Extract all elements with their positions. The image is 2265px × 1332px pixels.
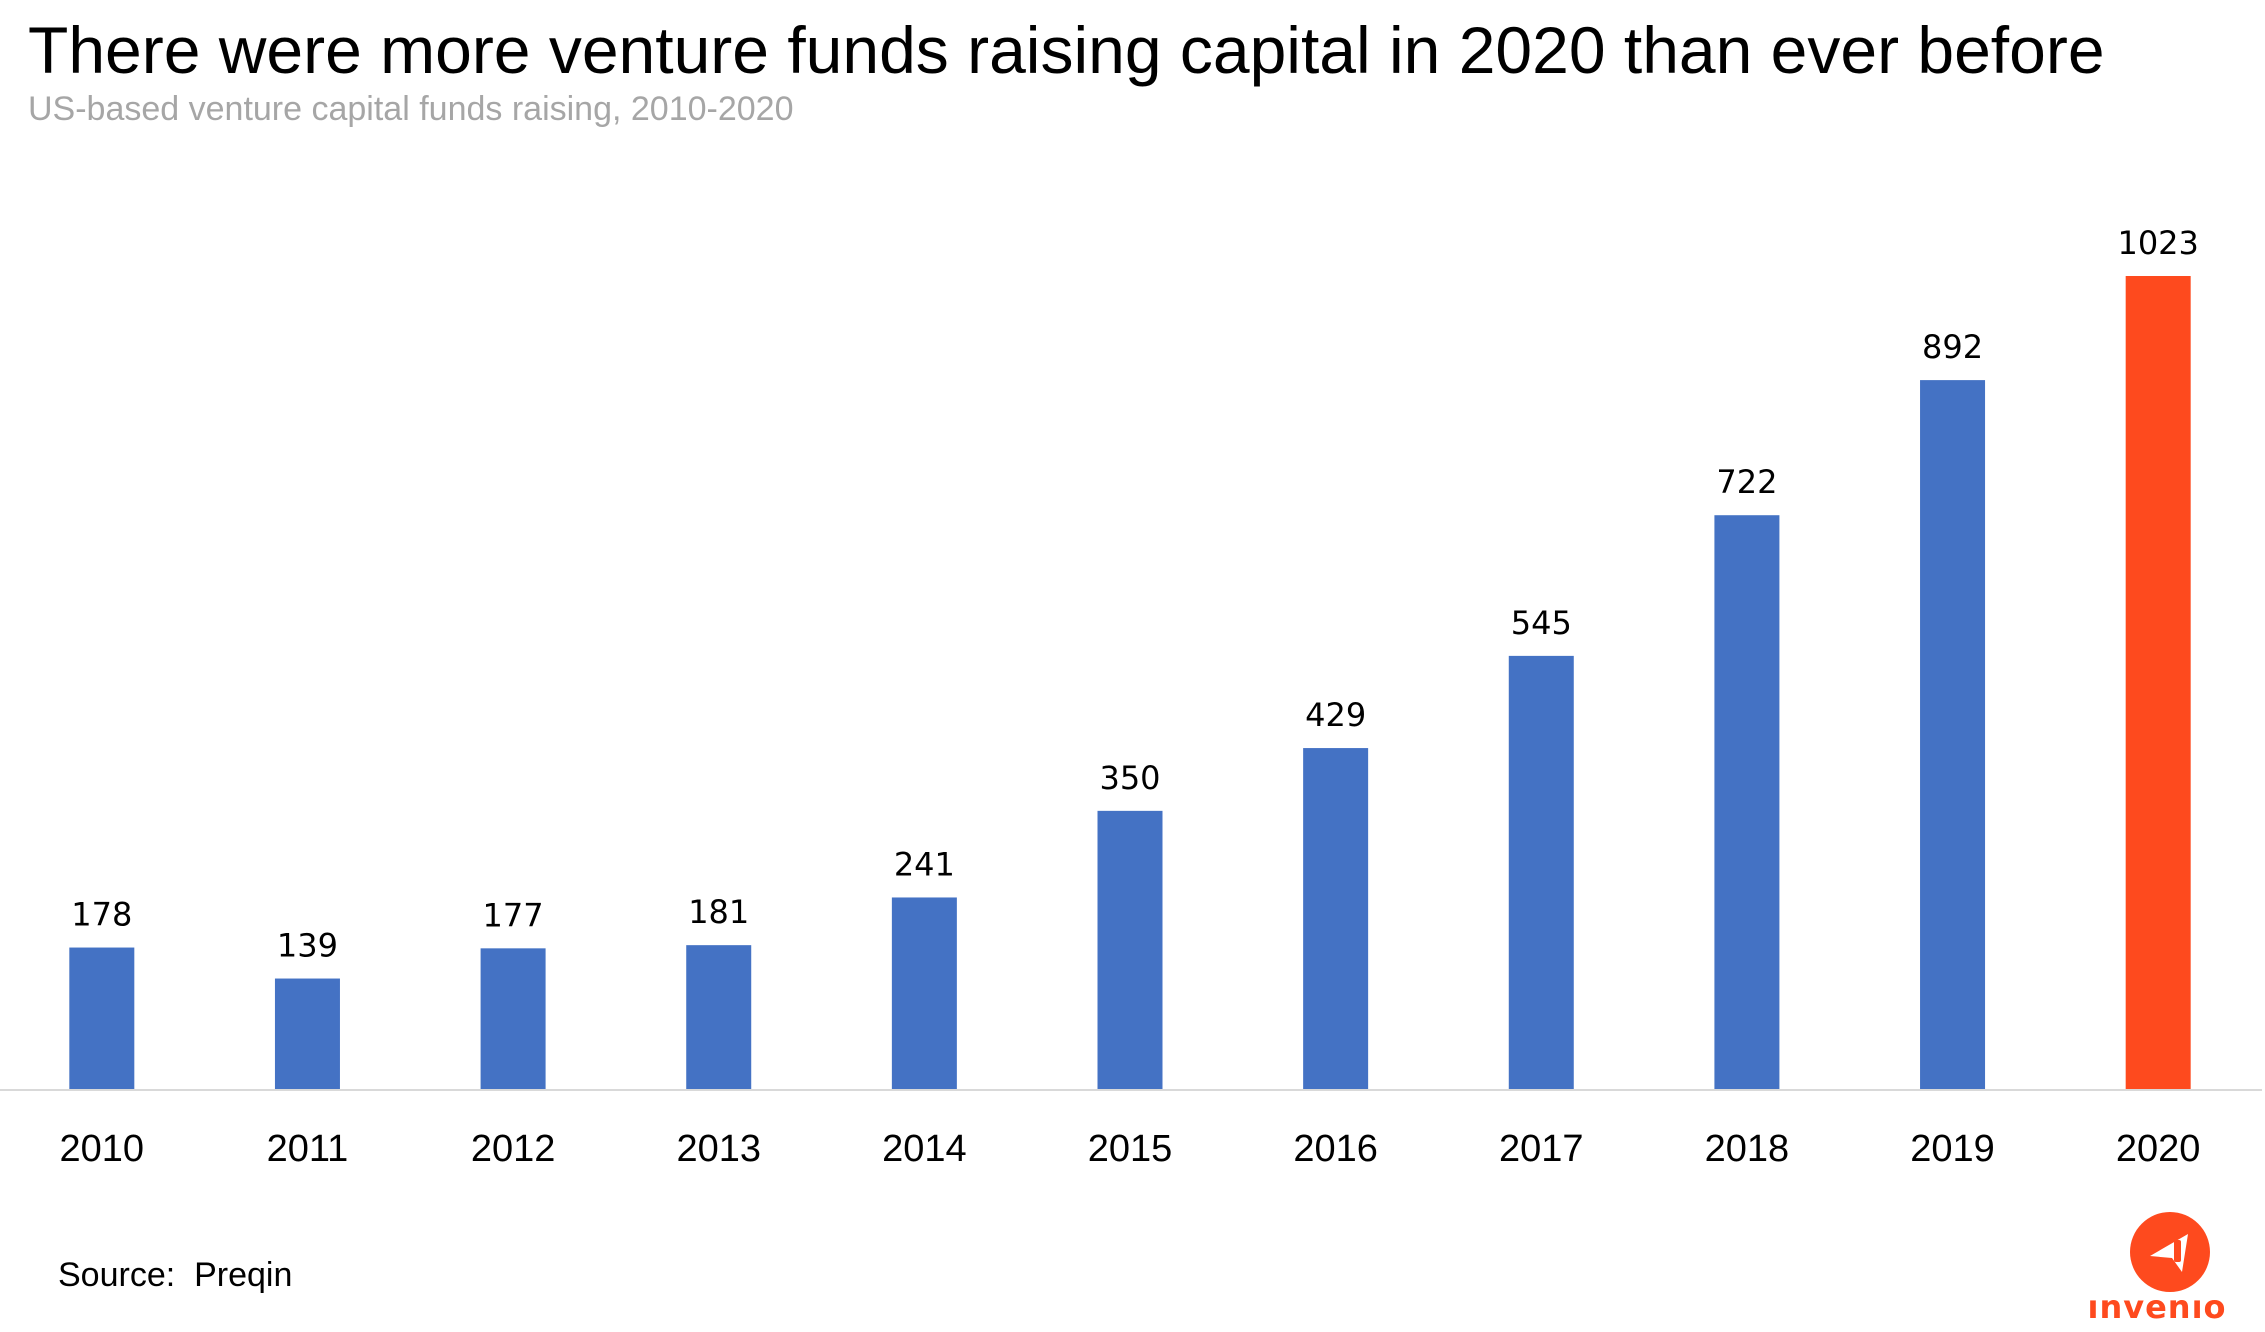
data-label-2012: 177 — [483, 896, 544, 934]
bar-chart: 178 2010 139 2011 177 2012 181 2013 241 2014 350 20… — [0, 224, 2262, 1170]
x-tick-label-2013: 2013 — [676, 1128, 761, 1170]
x-tick-label-2014: 2014 — [882, 1128, 967, 1170]
bar-2012 — [480, 948, 546, 1089]
bar-2016 — [1303, 748, 1369, 1089]
invenio-wordmark: ınvenıo — [2087, 1288, 2227, 1326]
data-label-2014: 241 — [894, 845, 955, 883]
x-tick-label-2018: 2018 — [1705, 1128, 1790, 1170]
x-tick-label-2011: 2011 — [267, 1128, 349, 1170]
bar-2014 — [891, 897, 957, 1089]
chart-title: There were more venture funds raising ca… — [28, 13, 2105, 87]
x-tick-label-2019: 2019 — [1910, 1128, 1995, 1170]
bar-2011 — [274, 978, 340, 1089]
bar-2020 — [2125, 276, 2191, 1089]
data-label-2019: 892 — [1922, 328, 1983, 366]
bar-2019 — [1920, 380, 1986, 1089]
bar-2018 — [1714, 515, 1780, 1089]
x-tick-label-2017: 2017 — [1499, 1128, 1584, 1170]
bar-2013 — [686, 945, 752, 1089]
bar-2017 — [1508, 655, 1574, 1089]
x-tick-label-2020: 2020 — [2116, 1128, 2201, 1170]
data-label-2017: 545 — [1511, 604, 1572, 642]
data-label-2015: 350 — [1099, 759, 1160, 797]
source-note: Source: Preqin — [58, 1256, 293, 1294]
x-tick-label-2010: 2010 — [60, 1128, 145, 1170]
x-tick-label-2012: 2012 — [471, 1128, 556, 1170]
bar-2015 — [1097, 810, 1163, 1089]
data-label-2013: 181 — [688, 893, 749, 931]
data-label-2010: 178 — [71, 896, 132, 934]
data-label-2018: 722 — [1716, 463, 1777, 501]
x-tick-label-2015: 2015 — [1088, 1128, 1173, 1170]
x-tick-label-2016: 2016 — [1293, 1128, 1378, 1170]
invenio-logo: ınvenıo — [2082, 1208, 2232, 1332]
data-label-2020: 1023 — [2117, 224, 2198, 262]
data-label-2011: 139 — [277, 927, 338, 965]
invenio-logo-icon — [2130, 1212, 2210, 1292]
data-label-2016: 429 — [1305, 696, 1366, 734]
bar-2010 — [69, 947, 135, 1089]
chart-subtitle: US-based venture capital funds raising, … — [28, 90, 794, 128]
